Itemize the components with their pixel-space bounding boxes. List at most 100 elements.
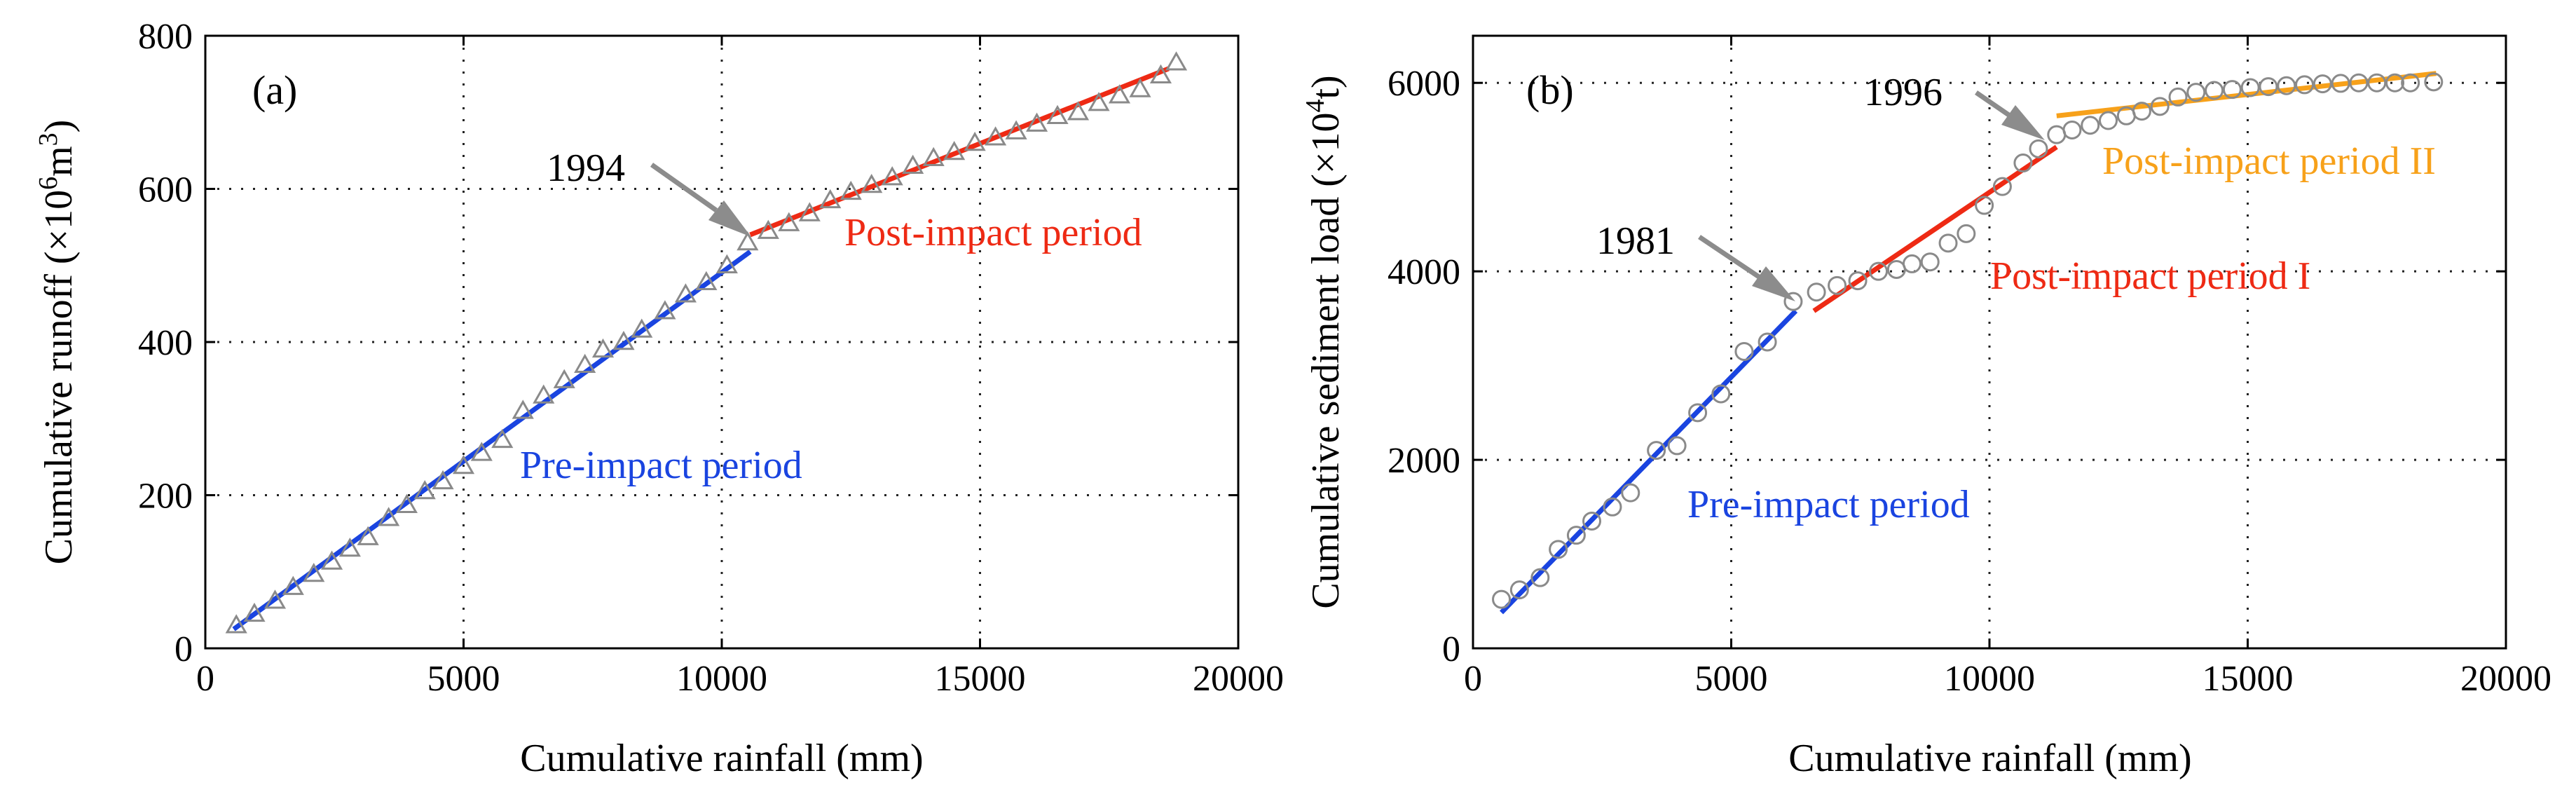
circle-marker [2081, 116, 2100, 135]
panel-b-ylabel-end: ) [1304, 75, 1348, 88]
triangle-marker [357, 526, 379, 545]
annotation-post-impact-period-ii: Post-impact period II [2102, 139, 2436, 183]
circle-marker [1902, 254, 1921, 273]
x-tick-label: 0 [1464, 659, 1482, 699]
triangle-marker [612, 330, 635, 350]
circle-marker [2205, 81, 2224, 100]
triangle-marker [338, 537, 361, 557]
triangle-marker [943, 141, 966, 161]
panel-a-frame [204, 34, 1240, 650]
triangle-marker [778, 212, 800, 231]
circle-marker [2062, 120, 2082, 139]
panel-b-label: (b) [1526, 67, 1574, 113]
circle-marker [1667, 436, 1687, 456]
circle-marker [2186, 83, 2206, 102]
panel-b-x-axis-label: Cumulative rainfall (mm) [1788, 737, 2191, 780]
triangle-marker [922, 146, 945, 167]
panel-a-ylabel-unit: m [37, 146, 81, 177]
triangle-marker [902, 154, 924, 174]
circle-marker [1621, 483, 1640, 503]
circle-marker [1938, 233, 1958, 253]
y-tick-label: 6000 [1388, 64, 1460, 104]
circle-marker [1920, 252, 1940, 272]
circle-marker [1647, 441, 1666, 460]
circle-marker [2240, 78, 2260, 97]
circle-marker [2295, 75, 2315, 95]
x-tick-label: 10000 [676, 659, 767, 699]
circle-marker [2013, 153, 2033, 173]
circle-marker [2029, 139, 2048, 158]
arrow-1994-head [708, 200, 751, 237]
arrow-1996-head [2001, 105, 2045, 140]
annotation-pre-impact-period-b: Pre-impact period [1687, 483, 1970, 526]
circle-marker [2168, 87, 2188, 107]
triangle-marker [1046, 104, 1069, 124]
triangle-marker [1025, 112, 1048, 132]
panel-a-x-axis-label: Cumulative rainfall (mm) [520, 737, 923, 780]
triangle-marker [840, 180, 862, 200]
triangle-marker [674, 283, 697, 303]
annotation-1994: 1994 [547, 146, 625, 190]
circle-marker [1828, 275, 1847, 295]
annotation-pre-impact-period: Pre-impact period [520, 444, 802, 487]
circle-marker [1530, 568, 1550, 587]
y-tick-label: 0 [1442, 629, 1460, 669]
triangle-marker [881, 166, 903, 186]
circle-marker [1711, 384, 1731, 404]
circle-marker [1582, 511, 1602, 531]
triangle-marker [798, 202, 821, 221]
circle-marker [1603, 497, 1622, 517]
y-tick-label: 800 [138, 17, 193, 57]
panel-b-ylabel-main: Cumulative sediment load (×10 [1304, 113, 1348, 609]
panel-b-sediment-chart: 0 5000 10000 15000 20000 0 2000 4000 6000 (b) 19… [1301, 34, 2551, 780]
triangle-marker [1088, 92, 1110, 111]
triangle-marker [757, 219, 779, 239]
arrow-1981-head [1752, 266, 1795, 301]
panel-b-ylabel-sup: 4 [1301, 100, 1330, 113]
triangle-marker [654, 300, 676, 320]
circle-marker [1869, 261, 1889, 281]
triangle-marker [378, 507, 400, 526]
y-tick-label: 4000 [1388, 252, 1460, 292]
circle-marker [1783, 292, 1803, 311]
circle-marker [2047, 125, 2067, 144]
fit-line [232, 250, 752, 631]
triangle-marker [1067, 101, 1090, 121]
y-tick-label: 0 [174, 629, 193, 669]
x-tick-label: 5000 [427, 659, 500, 699]
y-tick-label: 600 [138, 170, 193, 210]
x-tick-label: 15000 [2202, 659, 2294, 699]
triangle-marker [1108, 84, 1131, 104]
triangle-marker [631, 318, 653, 338]
panel-a-label: (a) [252, 67, 297, 113]
panel-a-data-points [225, 51, 1188, 634]
y-tick-label: 400 [138, 323, 193, 363]
triangle-marker [985, 126, 1007, 146]
triangle-marker [533, 384, 555, 404]
circle-marker [1549, 540, 1568, 559]
triangle-marker [1005, 120, 1027, 139]
panel-a-ylabel-end: ) [37, 120, 81, 133]
panel-a-y-axis-label: Cumulative runoff (×106m3) [34, 120, 81, 565]
triangle-marker [225, 614, 247, 634]
y-tick-label: 2000 [1388, 441, 1460, 481]
triangle-marker [964, 131, 986, 151]
panel-a-runoff-chart: 0 5000 10000 15000 20000 0 200 400 600 800 (a) 19… [34, 17, 1284, 780]
x-tick-label: 0 [196, 659, 214, 699]
triangle-marker [737, 231, 759, 251]
arrow-1981 [1698, 235, 1760, 279]
triangle-marker [1165, 51, 1188, 71]
circle-marker [2367, 73, 2387, 93]
circle-marker [1734, 341, 1754, 361]
circle-marker [2313, 74, 2332, 94]
circle-marker [2424, 72, 2444, 92]
panel-b-ticks: 0 5000 10000 15000 20000 0 2000 4000 6000 [1388, 36, 2551, 699]
circle-marker [2331, 74, 2350, 93]
triangle-marker [432, 470, 454, 490]
circle-marker [1509, 580, 1529, 600]
panel-b-y-axis-label: Cumulative sediment load (×104t) [1301, 75, 1348, 608]
circle-marker [2385, 73, 2405, 93]
circle-marker [2099, 111, 2118, 130]
triangle-marker [263, 589, 287, 609]
